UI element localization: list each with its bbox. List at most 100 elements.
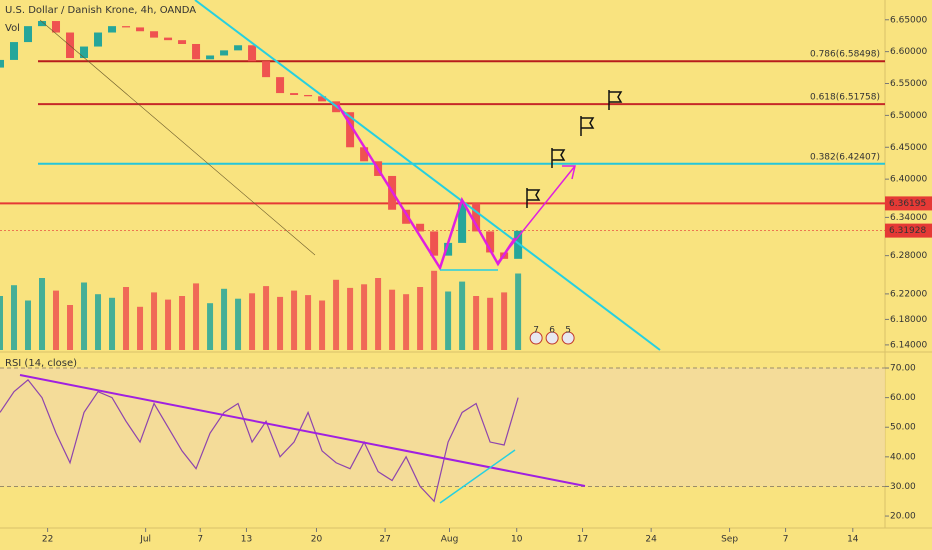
x-tick-label: 22 bbox=[42, 535, 53, 545]
candle-body bbox=[346, 112, 355, 148]
candle-body bbox=[164, 37, 173, 41]
volume-bar bbox=[347, 287, 354, 350]
flags bbox=[526, 90, 623, 208]
volume-bar bbox=[263, 286, 270, 350]
trend-line bbox=[194, 0, 661, 351]
candle-body bbox=[360, 147, 369, 162]
candle-body bbox=[220, 50, 229, 56]
candle-body bbox=[10, 42, 19, 60]
rsi-support-line bbox=[439, 449, 516, 504]
volume-label: Vol bbox=[5, 23, 20, 34]
candle-body bbox=[262, 61, 271, 78]
y-tick-label: 60.00 bbox=[890, 393, 916, 403]
candle-body bbox=[304, 94, 313, 97]
x-tick-label: 7 bbox=[783, 535, 789, 545]
y-tick-label: 6.18000 bbox=[890, 315, 927, 325]
volume-bar bbox=[515, 273, 522, 350]
candle-body bbox=[514, 230, 523, 259]
y-tick-label: 40.00 bbox=[890, 452, 916, 462]
x-tick-label: 13 bbox=[241, 535, 252, 545]
volume-bar bbox=[193, 283, 200, 350]
candle-body bbox=[136, 27, 145, 32]
volume-bar bbox=[137, 306, 144, 350]
x-tick-label: 27 bbox=[379, 535, 390, 545]
flag bbox=[551, 148, 566, 168]
y-tick-label: 6.50000 bbox=[890, 111, 927, 121]
volume-bar bbox=[431, 270, 438, 350]
volume-bar bbox=[473, 296, 480, 350]
candle-body bbox=[486, 231, 495, 253]
volume-bar bbox=[95, 294, 102, 350]
volume-bar bbox=[389, 289, 396, 350]
x-tick-label: 20 bbox=[311, 535, 323, 545]
candle-body bbox=[38, 21, 47, 27]
candle-body bbox=[248, 45, 257, 62]
y-tick-label: 6.34000 bbox=[890, 213, 927, 223]
y-tick-label: 50.00 bbox=[890, 423, 916, 433]
volume-bar bbox=[25, 300, 32, 350]
x-tick-label: 17 bbox=[577, 535, 588, 545]
thin-trend-line bbox=[39, 19, 316, 256]
candle-body bbox=[24, 26, 33, 43]
arrow-head bbox=[562, 165, 576, 180]
x-tick-label: 24 bbox=[645, 535, 657, 545]
y-tick-label: 20.00 bbox=[890, 512, 916, 522]
volume-bar bbox=[109, 297, 116, 350]
candle-body bbox=[276, 77, 285, 94]
volume-bar bbox=[333, 279, 340, 350]
candle-body bbox=[458, 203, 467, 243]
candle-body bbox=[108, 26, 117, 33]
candle-body bbox=[318, 96, 327, 102]
volume-bar bbox=[235, 298, 242, 350]
candle-body bbox=[472, 203, 481, 232]
candle-body bbox=[122, 26, 131, 28]
volume-bar bbox=[319, 300, 326, 350]
projection-arrow bbox=[497, 165, 576, 263]
fib-label: 0.618(6.51758) bbox=[810, 93, 880, 103]
candle-body bbox=[402, 209, 411, 224]
event-icon bbox=[545, 331, 559, 345]
volume-bar bbox=[165, 299, 172, 350]
last_price-box bbox=[885, 223, 932, 238]
candle-body bbox=[150, 31, 159, 38]
volume-bar bbox=[501, 292, 508, 350]
candle-body bbox=[94, 32, 103, 47]
rsi-title: RSI (14, close) bbox=[5, 358, 77, 369]
volume-bar bbox=[179, 296, 186, 350]
event-label: 7 bbox=[533, 326, 539, 336]
chart-title: U.S. Dollar / Danish Krone, 4h, OANDA bbox=[5, 5, 196, 16]
volume-bar bbox=[207, 303, 214, 350]
x-tick-label: 14 bbox=[847, 535, 859, 545]
event-label: 5 bbox=[565, 326, 571, 336]
volume-bar bbox=[361, 284, 368, 350]
volume-bar bbox=[305, 295, 312, 350]
event-icon bbox=[529, 331, 543, 345]
volume-bar bbox=[151, 292, 158, 350]
y-tick-label: 6.55000 bbox=[890, 79, 927, 89]
x-tick-label: Aug bbox=[441, 535, 459, 545]
y-tick-label: 6.14000 bbox=[890, 340, 927, 350]
volume-bar bbox=[375, 278, 382, 350]
x-tick-label: Jul bbox=[139, 535, 151, 545]
volume-bar bbox=[0, 296, 3, 350]
flag bbox=[580, 116, 595, 136]
volume-bar bbox=[417, 287, 424, 350]
volume-bar bbox=[249, 293, 256, 350]
resistance-box bbox=[885, 196, 932, 211]
volume-bar bbox=[53, 290, 60, 350]
flag bbox=[608, 90, 623, 110]
y-tick-label: 70.00 bbox=[890, 364, 916, 374]
volume-bar bbox=[123, 287, 130, 350]
flag bbox=[526, 188, 541, 208]
candle-body bbox=[178, 40, 187, 44]
candle-body bbox=[80, 46, 89, 59]
volume-bar bbox=[445, 291, 452, 350]
y-tick-label: 6.45000 bbox=[890, 143, 927, 153]
y-tick-label: 6.40000 bbox=[890, 175, 927, 185]
volume-bar bbox=[403, 294, 410, 350]
candle-body bbox=[444, 242, 453, 256]
volume-bar bbox=[487, 297, 494, 350]
y-tick-label: 6.28000 bbox=[890, 251, 927, 261]
candle-body bbox=[0, 59, 4, 68]
